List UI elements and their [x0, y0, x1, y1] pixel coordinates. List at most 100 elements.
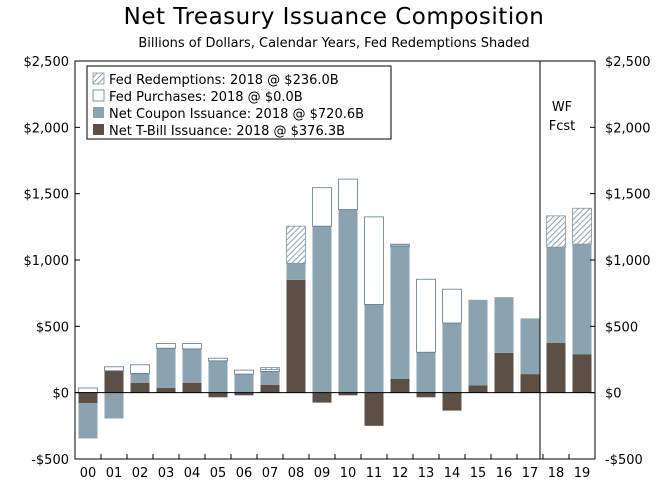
- x-tick-label: 05: [210, 466, 227, 481]
- x-tick-label: 17: [522, 466, 539, 481]
- x-tick-label: 18: [548, 466, 565, 481]
- bar-fed-purchases-10: [338, 178, 358, 210]
- bar-net-coupon-issuance-14: [442, 323, 462, 393]
- x-tick-label: 16: [496, 466, 513, 481]
- y-tick-label-right: $1,000: [605, 254, 651, 269]
- legend-label-net-coupon-issuance: Net Coupon Issuance: 2018 @ $720.6B: [109, 107, 364, 122]
- forecast-label-fcst: Fcst: [549, 119, 576, 134]
- x-tick-label: 09: [314, 466, 331, 481]
- bar-net-coupon-issuance-07: [260, 371, 280, 385]
- bar-net-coupon-issuance-03: [156, 348, 176, 389]
- bar-net-coupon-issuance-12: [390, 246, 410, 379]
- bar-net-t-bill-issuance-04: [182, 382, 202, 393]
- bar-net-coupon-issuance-10: [338, 209, 358, 393]
- bar-fed-redemptions-18: [546, 215, 566, 248]
- y-tick-label-right: $0: [605, 387, 622, 402]
- bar-net-t-bill-issuance-00: [78, 392, 98, 404]
- bar-net-coupon-issuance-04: [182, 348, 202, 383]
- bar-fed-purchases-03: [156, 343, 176, 349]
- bar-fed-redemptions-08: [286, 225, 306, 264]
- y-tick-label-left: $1,000: [24, 254, 70, 269]
- axes-group: -$500 -$500 $0 $0 $500 $500 $1,000 $1,000 $1,500…: [24, 55, 651, 481]
- legend-swatch-fed-purchases: [92, 89, 105, 102]
- x-tick-label: 02: [132, 466, 149, 481]
- bar-net-coupon-issuance-08: [286, 263, 306, 280]
- bar-fed-purchases-14: [442, 288, 462, 324]
- bar-net-coupon-issuance-05: [208, 360, 228, 393]
- x-tick-label: 01: [106, 466, 123, 481]
- bar-net-t-bill-issuance-16: [494, 352, 514, 393]
- x-tick-label: 11: [366, 466, 383, 481]
- bar-net-coupon-issuance-09: [312, 226, 332, 393]
- bar-net-coupon-issuance-17: [520, 318, 540, 375]
- bar-net-coupon-issuance-01: [104, 392, 124, 419]
- bar-fed-purchases-01: [104, 366, 124, 372]
- legend-swatch-net-coupon-issuance: [93, 107, 104, 118]
- bar-net-t-bill-issuance-03: [156, 388, 176, 393]
- bar-net-t-bill-issuance-06: [234, 392, 254, 396]
- bar-net-t-bill-issuance-01: [104, 370, 124, 393]
- bar-net-t-bill-issuance-09: [312, 392, 332, 403]
- legend-label-net-t-bill-issuance: Net T-Bill Issuance: 2018 @ $376.3B: [109, 124, 345, 139]
- bar-net-coupon-issuance-16: [494, 297, 514, 353]
- legend-swatch-net-t-bill-issuance: [93, 124, 104, 135]
- chart-subtitle: Billions of Dollars, Calendar Years, Fed…: [138, 36, 530, 51]
- y-tick-label-left: $2,000: [24, 121, 70, 136]
- bar-net-coupon-issuance-18: [546, 247, 566, 343]
- bar-fed-purchases-09: [312, 187, 332, 227]
- y-tick-label-left: $2,500: [24, 55, 70, 70]
- bar-net-t-bill-issuance-02: [130, 382, 150, 393]
- bar-fed-redemptions-19: [572, 207, 592, 245]
- bar-net-t-bill-issuance-19: [572, 354, 592, 393]
- x-tick-label: 15: [470, 466, 487, 481]
- bar-net-t-bill-issuance-18: [546, 342, 566, 393]
- x-tick-label: 12: [392, 466, 409, 481]
- bar-fed-purchases-00: [78, 387, 98, 394]
- x-tick-label: 14: [444, 466, 461, 481]
- bar-fed-redemptions-07: [260, 367, 280, 370]
- bar-fed-purchases-04: [182, 343, 202, 350]
- bar-net-t-bill-issuance-15: [468, 385, 488, 393]
- bar-fed-purchases-06: [234, 369, 254, 375]
- bar-net-coupon-issuance-00: [78, 403, 98, 439]
- bar-net-t-bill-issuance-10: [338, 392, 358, 396]
- y-tick-label-right: $500: [605, 320, 638, 335]
- bar-net-coupon-issuance-02: [130, 373, 150, 383]
- chart-title: Net Treasury Issuance Composition: [123, 4, 545, 30]
- x-tick-label: 13: [418, 466, 435, 481]
- x-tick-label: 04: [184, 466, 201, 481]
- x-tick-label: 00: [80, 466, 97, 481]
- y-tick-label-left: $1,500: [24, 188, 70, 203]
- x-tick-label: 03: [158, 466, 175, 481]
- x-tick-label: 19: [574, 466, 591, 481]
- bar-net-t-bill-issuance-11: [364, 392, 384, 426]
- bar-fed-redemptions-12: [390, 243, 410, 246]
- y-tick-label-left: -$500: [31, 453, 69, 468]
- y-tick-label-right: $1,500: [605, 188, 651, 203]
- y-tick-label-right: $2,000: [605, 121, 651, 136]
- bar-net-t-bill-issuance-14: [442, 392, 462, 411]
- bar-fed-purchases-11: [364, 216, 384, 305]
- legend-box: [86, 65, 392, 140]
- bar-net-coupon-issuance-15: [468, 299, 488, 386]
- bar-net-coupon-issuance-19: [572, 244, 592, 355]
- forecast-label-wf: WF: [552, 100, 572, 115]
- bar-net-t-bill-issuance-12: [390, 378, 410, 393]
- bar-net-t-bill-issuance-05: [208, 392, 228, 398]
- bar-fed-purchases-02: [130, 364, 150, 374]
- bar-fed-purchases-13: [416, 278, 436, 353]
- x-tick-label: 07: [262, 466, 279, 481]
- bar-net-coupon-issuance-13: [416, 352, 436, 393]
- legend-label-fed-purchases: Fed Purchases: 2018 @ $0.0B: [109, 90, 303, 105]
- legend-label-fed-redemptions: Fed Redemptions: 2018 @ $236.0B: [109, 73, 339, 88]
- bar-net-t-bill-issuance-08: [286, 279, 306, 393]
- bar-net-coupon-issuance-06: [234, 374, 254, 393]
- y-tick-label-right: -$500: [605, 453, 643, 468]
- y-tick-label-left: $0: [52, 387, 69, 402]
- legend: Fed Redemptions: 2018 @ $236.0B Fed Purch…: [86, 65, 392, 140]
- bars-group: [78, 178, 592, 439]
- bar-fed-purchases-05: [208, 357, 228, 362]
- bar-net-t-bill-issuance-07: [260, 384, 280, 393]
- bar-net-t-bill-issuance-13: [416, 392, 436, 398]
